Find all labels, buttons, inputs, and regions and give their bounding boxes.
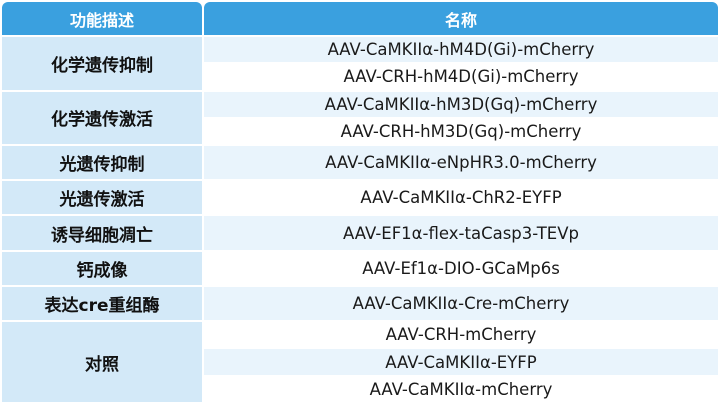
function-cell: 诱导细胞凋亡 [2, 216, 202, 250]
vector-name-cell: AAV-CaMKIIα-EYFP [204, 349, 718, 375]
function-cell: 化学遗传激活 [2, 91, 202, 144]
table-row: 对照 AAV-CRH-mCherry [2, 322, 718, 402]
vector-name-cell: AAV-CRH-hM3D(Gq)-mCherry [204, 118, 718, 144]
function-cell: 对照 [2, 322, 202, 402]
vector-name-cell: AAV-CaMKIIα-eNpHR3.0-mCherry [204, 146, 718, 180]
function-cell: 光遗传抑制 [2, 146, 202, 180]
table-row: AAV-CaMKIIα-EYFP [2, 349, 718, 375]
table-row: 光遗传激活 AAV-CaMKIIα-ChR2-EYFP [2, 181, 718, 215]
vector-name-cell: AAV-CaMKIIα-hM4D(Gi)-mCherry [204, 37, 718, 63]
function-cell: 光遗传激活 [2, 181, 202, 215]
header-row: 功能描述 名称 [2, 2, 718, 35]
vector-name-cell: AAV-CRH-mCherry [204, 322, 718, 348]
table-row: 化学遗传抑制 AAV-CaMKIIα-hM4D(Gi)-mCherry [2, 37, 718, 90]
name-column-header: 名称 [204, 2, 718, 35]
table-row: 化学遗传激活 AAV-CaMKIIα-hM3D(Gq)-mCherry [2, 91, 718, 144]
table-row: 诱导细胞凋亡 AAV-EF1α-flex-taCasp3-TEVp [2, 216, 718, 250]
vector-name-cell: AAV-EF1α-flex-taCasp3-TEVp [204, 216, 718, 250]
vector-name-cell: AAV-CaMKIIα-mCherry [204, 376, 718, 402]
vector-name-cell: AAV-CaMKIIα-hM3D(Gq)-mCherry [204, 91, 718, 117]
table-row: 表达cre重组酶 AAV-CaMKIIα-Cre-mCherry [2, 286, 718, 321]
table-row: 光遗传抑制 AAV-CaMKIIα-eNpHR3.0-mCherry [2, 146, 718, 180]
table-body: 化学遗传抑制 AAV-CaMKIIα-hM4D(Gi)-mCherry AAV-CR… [2, 37, 718, 402]
function-column-header: 功能描述 [2, 2, 202, 35]
vector-name-cell: AAV-CRH-hM4D(Gi)-mCherry [204, 64, 718, 90]
table-row: 钙成像 AAV-Ef1α-DIO-GCaMp6s [2, 251, 718, 285]
table-row: AAV-CRH-hM4D(Gi)-mCherry [2, 64, 718, 90]
vector-name-cell: AAV-CaMKIIα-ChR2-EYFP [204, 181, 718, 215]
table-row: AAV-CaMKIIα-mCherry [2, 376, 718, 402]
function-cell: 表达cre重组酶 [2, 286, 202, 321]
vector-name-cell: AAV-Ef1α-DIO-GCaMp6s [204, 251, 718, 285]
function-cell: 化学遗传抑制 [2, 37, 202, 90]
table-row: AAV-CRH-hM3D(Gq)-mCherry [2, 118, 718, 144]
function-cell: 钙成像 [2, 251, 202, 285]
vector-name-cell: AAV-CaMKIIα-Cre-mCherry [204, 286, 718, 321]
